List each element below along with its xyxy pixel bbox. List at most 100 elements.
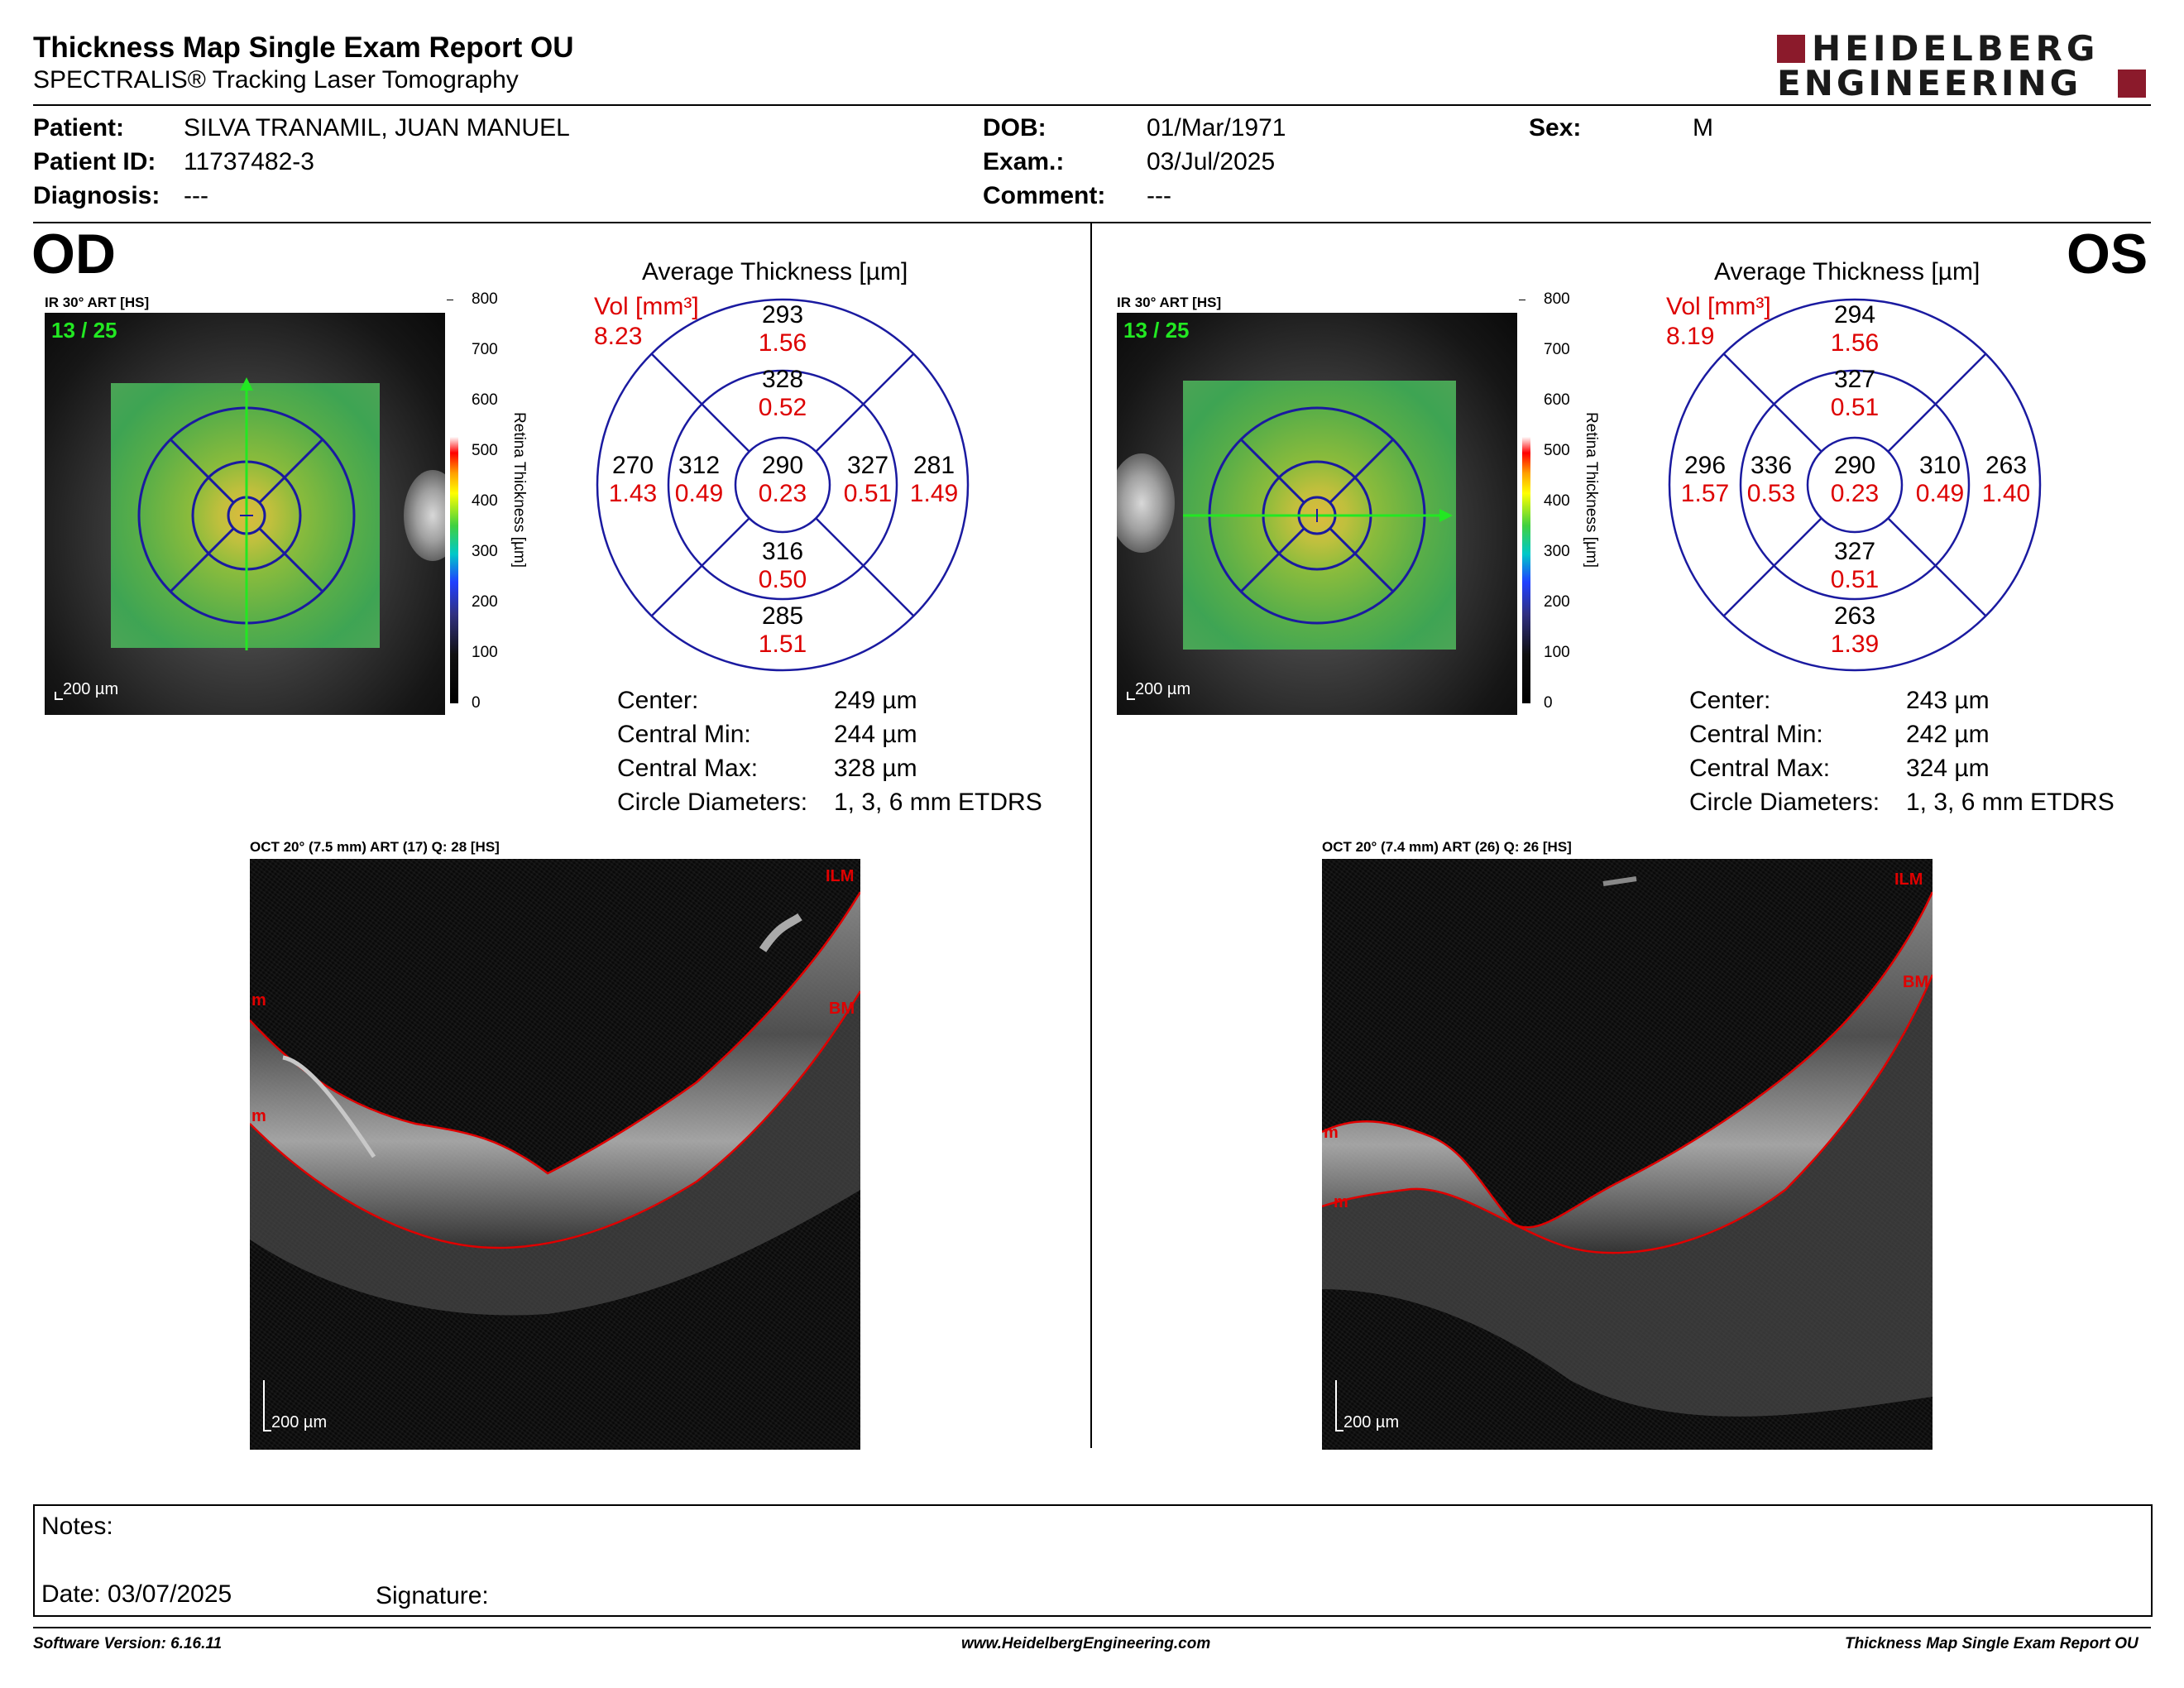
patient-name: SILVA TRANAMIL, JUAN MANUEL: [184, 114, 570, 141]
od-colorbar-label-300: 300: [472, 543, 498, 560]
od-etdrs-overlay: [137, 377, 356, 650]
os-thickness-value: 290: [1833, 452, 1876, 479]
od-volume-value: 1.43: [608, 480, 658, 507]
os-circle-diameters-label: Circle Diameters:: [1689, 789, 1880, 816]
os-thickness-value: 327: [1833, 538, 1876, 565]
od-ilm-label: ILM: [826, 867, 855, 885]
os-oct-caption: OCT 20° (7.4 mm) ART (26) Q: 26 [HS]: [1322, 839, 1572, 855]
od-bm-left-label: m: [251, 1107, 266, 1125]
os-colorbar-label-500: 500: [1544, 442, 1570, 459]
os-volume-value: 1.57: [1680, 480, 1730, 507]
notes-label: Notes:: [41, 1513, 113, 1540]
os-central-min-label: Central Min:: [1689, 721, 1823, 748]
od-oct-scale-bar: [263, 1380, 271, 1431]
sex-value: M: [1693, 114, 1713, 141]
od-colorbar-label-700: 700: [472, 341, 498, 358]
od-volume-value: 0.50: [758, 566, 807, 593]
os-colorbar-label-300: 300: [1544, 543, 1570, 560]
os-oct-layers: [1322, 876, 1933, 1417]
od-thickness-value: 328: [761, 366, 804, 393]
os-central-max-value: 324 µm: [1906, 755, 1990, 782]
os-volume-value: 0.51: [1830, 566, 1880, 593]
os-thickness-value: 296: [1684, 452, 1727, 479]
od-ir-caption: IR 30° ART [HS]: [45, 295, 150, 310]
od-volume-value: 1.56: [758, 329, 807, 357]
os-etdrs-superior-inner: 327 0.51: [1807, 366, 1903, 422]
os-etdrs-superior-outer: 294 1.56: [1807, 301, 1903, 357]
os-volume-value: 0.49: [1915, 480, 1965, 507]
os-etdrs-temporal-inner: 310 0.49: [1904, 452, 1976, 508]
od-optic-disc: [404, 470, 445, 561]
os-oct-bscan: ILM BM m m 200 µm: [1322, 859, 1933, 1450]
signature-label: Signature:: [376, 1582, 489, 1609]
od-colorbar-label-100: 100: [472, 644, 498, 661]
od-central-min-value: 244 µm: [834, 721, 917, 748]
od-oct-layers: [250, 891, 860, 1316]
os-volume-value: 1.39: [1830, 631, 1880, 658]
dob-label: DOB:: [983, 114, 1046, 141]
os-oct-scale-label: 200 µm: [1343, 1413, 1400, 1431]
od-central-max-value: 328 µm: [834, 755, 917, 782]
os-etdrs-inferior-inner: 327 0.51: [1807, 538, 1903, 594]
od-central-min-label: Central Min:: [617, 721, 751, 748]
os-volume-value: 0.23: [1830, 480, 1880, 507]
os-etdrs-inferior-outer: 263 1.39: [1807, 602, 1903, 659]
os-thickness-value: 263: [1985, 452, 2028, 479]
date-label: Date: 03/07/2025: [41, 1580, 232, 1608]
os-colorbar-label-400: 400: [1544, 492, 1570, 510]
od-colorbar-label-400: 400: [472, 492, 498, 510]
exam-value: 03/Jul/2025: [1147, 148, 1276, 175]
od-fundus-image: 13 / 25 200 µm: [45, 313, 445, 715]
diagnosis-value: ---: [184, 182, 208, 209]
footer-divider: [33, 1627, 2151, 1628]
od-ir-scale-label: 200 µm: [63, 680, 119, 698]
os-center-value: 243 µm: [1906, 687, 1990, 714]
od-thickness-value: 290: [761, 452, 804, 479]
os-etdrs-center: 290 0.23: [1815, 452, 1894, 508]
od-colorbar-label-600: 600: [472, 391, 498, 409]
os-colorbar-label-0: 0: [1544, 694, 1553, 712]
notes-box[interactable]: Notes: Date: 03/07/2025 Signature:: [33, 1504, 2153, 1617]
od-eye-tag: OD: [31, 223, 116, 285]
od-ilm-left-label: m: [251, 991, 266, 1009]
os-circle-diameters-value: 1, 3, 6 mm ETDRS: [1906, 789, 2115, 816]
od-colorbar-label-800: 800: [472, 290, 498, 308]
os-volume-total: 8.19: [1666, 323, 1715, 350]
logo-square-bottom: [2118, 70, 2146, 98]
os-etdrs-nasal-inner: 336 0.53: [1736, 452, 1807, 508]
os-sequence-number: 13 / 25: [1123, 318, 1190, 343]
os-etdrs-nasal-outer: 296 1.57: [1669, 452, 1741, 508]
od-center-label: Center:: [617, 687, 699, 714]
os-etdrs-grid: [1668, 298, 2042, 672]
patient-label: Patient:: [33, 114, 125, 141]
od-etdrs-inferior-outer: 285 1.51: [735, 602, 831, 659]
os-colorbar-label-200: 200: [1544, 593, 1570, 611]
os-bm-label: BM: [1903, 973, 1929, 991]
logo-line-1: HEIDELBERG: [1812, 28, 2100, 69]
od-central-max-label: Central Max:: [617, 755, 759, 782]
os-ir-scale-label: 200 µm: [1135, 680, 1191, 698]
software-version: Software Version: 6.16.11: [33, 1635, 223, 1652]
comment-label: Comment:: [983, 182, 1106, 209]
od-colorbar-title: Retina Thickness [µm]: [510, 412, 528, 568]
od-etdrs-center: 290 0.23: [743, 452, 822, 508]
os-thickness-value: 294: [1833, 301, 1876, 328]
od-circle-diameters-value: 1, 3, 6 mm ETDRS: [834, 789, 1042, 816]
os-colorbar-label-800: 800: [1544, 290, 1570, 308]
od-volume-value: 0.23: [758, 480, 807, 507]
os-ir-caption: IR 30° ART [HS]: [1117, 295, 1222, 310]
comment-value: ---: [1147, 182, 1171, 209]
report-subtitle: SPECTRALIS® Tracking Laser Tomography: [33, 66, 519, 94]
os-fundus-image: 13 / 25 200 µm: [1117, 313, 1517, 715]
os-average-thickness-title: Average Thickness [µm]: [1714, 258, 1980, 285]
od-colorbar-label-0: 0: [472, 694, 481, 712]
os-ir-scale-bar: [1127, 692, 1135, 700]
os-eye-tag: OS: [2067, 223, 2148, 285]
od-etdrs-inferior-inner: 316 0.50: [735, 538, 831, 594]
website-link[interactable]: www.HeidelbergEngineering.com: [961, 1635, 1211, 1652]
os-colorbar-label-100: 100: [1544, 644, 1570, 661]
os-bm-left-label: m: [1334, 1193, 1348, 1211]
os-colorbar: [1522, 300, 1530, 703]
header-divider: [33, 104, 2151, 106]
os-thickness-value: 310: [1918, 452, 1961, 479]
